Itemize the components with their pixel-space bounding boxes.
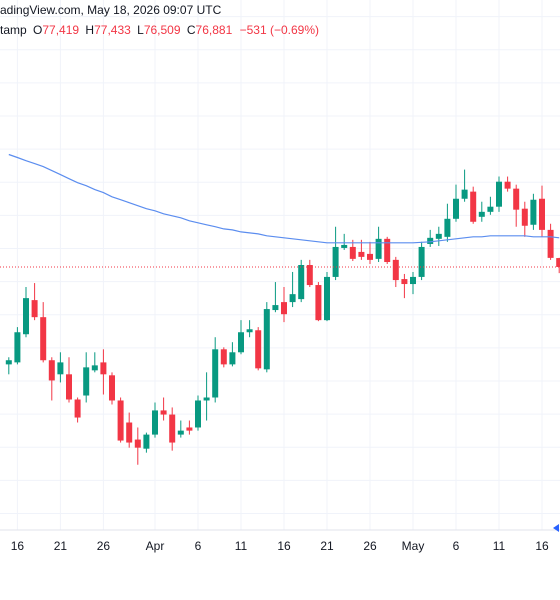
candle-body (470, 191, 477, 222)
x-tick-label: 6 (453, 539, 460, 553)
candle-body (410, 276, 416, 285)
candle-body (298, 265, 305, 300)
ohlc-key: C (187, 23, 196, 37)
chart-title: adingView.com, May 18, 2026 09:07 UTC (0, 3, 222, 17)
candle-body (100, 362, 107, 375)
candle-body (169, 414, 176, 443)
candle-body (31, 300, 38, 318)
x-tick-label: 21 (54, 539, 68, 553)
ohlc-value: 77,433 (94, 23, 131, 37)
candle-body (109, 375, 115, 401)
candle-body (547, 229, 554, 258)
candle-body (23, 298, 29, 335)
candle-body (83, 367, 90, 396)
x-tick-label: 6 (195, 539, 202, 553)
candle-body (143, 434, 150, 449)
plot (0, 0, 560, 531)
candle-body (289, 294, 296, 303)
ohlc-key: O (33, 23, 42, 37)
candle-body (14, 332, 21, 363)
candle-body (246, 329, 253, 333)
candle-body (530, 199, 537, 225)
candle-body (281, 302, 287, 315)
candle-body (453, 198, 459, 219)
x-tick-label: 16 (11, 539, 25, 553)
ohlc-legend: tamp O77,419 H77,433 L76,509 C76,881 −53… (0, 23, 319, 37)
x-tick-label: 11 (235, 539, 248, 553)
symbol: tamp (0, 23, 27, 37)
candle-body (212, 349, 219, 398)
candle-body (5, 360, 12, 365)
candle-body (306, 265, 313, 286)
x-tick-label: 11 (493, 539, 506, 553)
candle-body (375, 238, 382, 259)
x-tick-label: 16 (277, 539, 291, 553)
candle-body (496, 181, 502, 207)
candle-body (487, 206, 494, 212)
candle-body (203, 397, 210, 401)
candle-body (57, 362, 64, 375)
candle-body (435, 233, 442, 239)
candle-body (160, 410, 167, 415)
ohlc-value: 77,419 (42, 23, 79, 37)
moving-average (8, 153, 560, 244)
candle-body (349, 246, 356, 259)
x-tick-label: Apr (146, 539, 165, 553)
candle-body (272, 305, 279, 311)
candle-body (126, 422, 133, 443)
candle-body (401, 279, 408, 285)
x-tick-label: 16 (535, 539, 549, 553)
candle-body (117, 400, 124, 441)
candle-body (40, 317, 47, 361)
candle-body (444, 218, 451, 237)
x-tick-label: 26 (363, 539, 377, 553)
x-tick-label: May (402, 539, 425, 553)
candle-body (238, 332, 244, 353)
candle-body (418, 246, 425, 277)
ohlc-change: −531 (−0.69%) (240, 23, 319, 37)
x-tick-label: 21 (320, 539, 334, 553)
candle-body (195, 400, 201, 428)
candle-body (539, 198, 545, 230)
candle-body (367, 253, 373, 260)
ohlc-value: 76,509 (144, 23, 181, 37)
candle-body (521, 208, 528, 226)
candle-body (392, 259, 399, 281)
candle-body (504, 181, 511, 189)
candle-body (152, 410, 158, 435)
candle-body (478, 211, 485, 217)
candle-body (186, 427, 193, 431)
candle-body (229, 352, 236, 365)
candle-body (255, 330, 262, 369)
candle-body (134, 439, 141, 448)
candle-body (513, 188, 520, 210)
candle-body (177, 430, 184, 435)
candle-body (461, 189, 468, 199)
candle-body (332, 246, 339, 277)
marker (553, 524, 559, 532)
candle-body (358, 251, 365, 257)
candle-body (427, 237, 434, 244)
candle-body (384, 238, 391, 263)
candle-body (263, 309, 270, 370)
candle-body (74, 399, 81, 418)
ohlc-key: H (85, 23, 94, 37)
candle-body (66, 374, 72, 400)
ohlc-key: L (137, 23, 144, 37)
candle-body (315, 285, 322, 321)
candle-body (220, 349, 227, 365)
candle-body (556, 258, 560, 267)
candle-body (324, 276, 330, 321)
candle-body (341, 244, 348, 248)
ohlc-value: 76,881 (196, 23, 233, 37)
candle-body (48, 360, 55, 381)
x-tick-label: 26 (97, 539, 111, 553)
candle-body (91, 365, 98, 371)
